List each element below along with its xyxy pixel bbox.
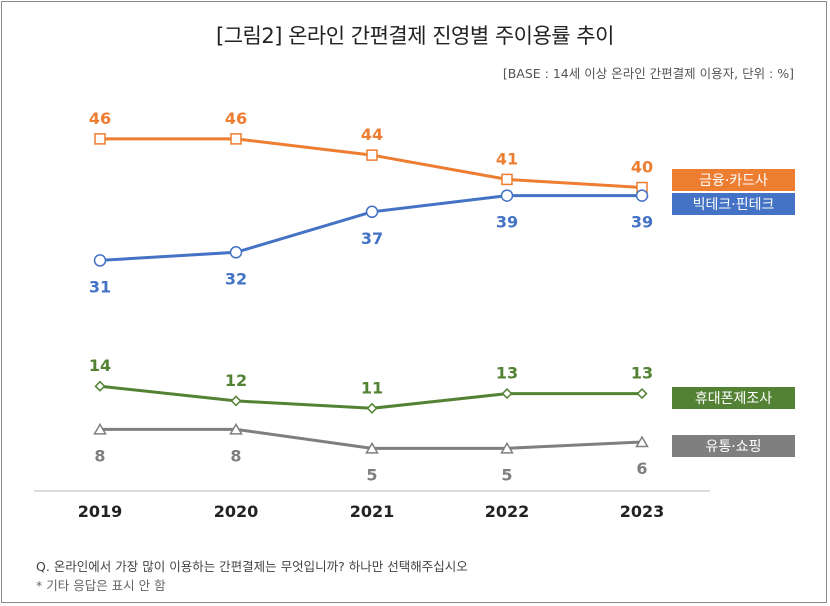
series-2-marker-2022 (500, 189, 514, 202)
series-3-label-2023: 13 (631, 364, 653, 383)
series-3-marker-2021 (366, 402, 378, 414)
chart-subtitle: [BASE : 14세 이상 온라인 간편결제 이용자, 단위 : %] (502, 66, 794, 81)
series-2-label-2020: 32 (225, 269, 247, 288)
series-3-label-2022: 13 (496, 364, 518, 383)
series-4-marker-2022 (500, 441, 514, 454)
series-4-label-2023: 6 (636, 459, 647, 478)
series-1-legend-label: 금융·카드사 (699, 173, 768, 189)
series-2-label-2023: 39 (631, 213, 653, 232)
series-2-marker-2023 (635, 189, 649, 202)
series-1-line (100, 137, 643, 189)
series-4-marker-2020 (229, 422, 243, 435)
series-4-label-2020: 8 (230, 446, 241, 465)
series-1-label-2020: 46 (225, 109, 247, 128)
series-1-label-2021: 44 (361, 125, 383, 144)
x-tick-2022: 2022 (485, 502, 530, 521)
series-1-label-2019: 46 (89, 109, 111, 128)
series-3-label-2019: 14 (89, 356, 111, 375)
series-2-legend-label: 빅테크·핀테크 (693, 197, 775, 213)
series-3-legend-label: 휴대폰제조사 (695, 391, 772, 407)
series-3-marker-2023 (636, 388, 648, 400)
series-3-label-2021: 11 (361, 378, 383, 397)
x-tick-2021: 2021 (350, 502, 395, 521)
series-3-marker-2020 (230, 395, 242, 407)
series-4-label-2021: 5 (366, 465, 377, 484)
series-4-label-2019: 8 (94, 446, 105, 465)
series-2-marker-2020 (229, 246, 243, 259)
series-1-label-2022: 41 (496, 149, 518, 168)
series-4-marker-2019 (93, 422, 107, 435)
footnote-note: * 기타 응답은 표시 안 함 (36, 578, 166, 593)
series-3-marker-2019 (94, 380, 106, 392)
series-2-label-2021: 37 (361, 229, 383, 248)
series-1-marker-2019 (94, 133, 106, 145)
series-3-legend-swatch (672, 387, 795, 409)
series-1-marker-2020 (230, 133, 242, 145)
series-3-label-2020: 12 (225, 371, 247, 390)
series-4-label-2022: 5 (501, 465, 512, 484)
series-2-marker-2019 (93, 254, 107, 267)
series-3-marker-2022 (501, 388, 513, 400)
x-tick-2023: 2023 (620, 502, 665, 521)
series-4-marker-2021 (365, 441, 379, 454)
series-1-legend-swatch (672, 169, 795, 191)
x-tick-2019: 2019 (78, 502, 123, 521)
series-4-legend-swatch (672, 435, 795, 457)
series-4-marker-2023 (635, 435, 649, 448)
footnote-question: Q. 온라인에서 가장 많이 이용하는 간편결제는 무엇입니까? 하나만 선택해… (36, 559, 468, 574)
series-1-marker-2022 (501, 173, 513, 186)
x-tick-2020: 2020 (214, 502, 259, 521)
series-2-legend-swatch (672, 193, 795, 215)
series-1-marker-2021 (366, 149, 378, 161)
series-1-label-2023: 40 (631, 158, 653, 177)
series-2-label-2019: 31 (89, 277, 111, 296)
series-2-marker-2021 (365, 205, 379, 219)
series-4-legend-label: 유통·쇼핑 (706, 439, 762, 455)
chart-title: [그림2] 온라인 간편결제 진영별 주이용률 추이 (216, 24, 614, 48)
series-2-label-2022: 39 (496, 213, 518, 232)
